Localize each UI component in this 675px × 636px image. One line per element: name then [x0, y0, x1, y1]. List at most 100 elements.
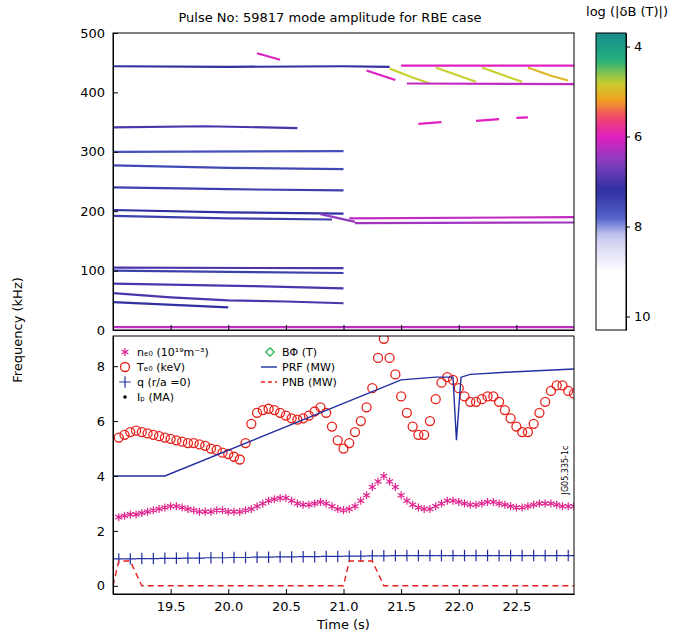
tick-label: 2: [97, 524, 105, 539]
colorbar: [596, 33, 626, 330]
data-point: [143, 429, 152, 438]
tick: 500: [80, 26, 118, 41]
data-point: [345, 439, 354, 448]
tick-label: 400: [80, 85, 105, 100]
data-point: [202, 508, 209, 516]
data-point: [259, 499, 266, 507]
mode-trace: [516, 116, 528, 119]
mode-trace: [407, 82, 574, 85]
series-line: [113, 369, 574, 476]
legend-label: q (r/a =0): [137, 376, 191, 389]
data-point: [333, 436, 342, 445]
data-point: [160, 433, 169, 442]
data-point: [264, 404, 273, 413]
data-point: [363, 491, 370, 499]
mode-trace: [113, 284, 344, 289]
tick-mark: [626, 317, 630, 318]
data-point: [385, 353, 394, 362]
data-point: [205, 552, 216, 563]
data-point: [320, 551, 331, 562]
tick-label: 4: [97, 469, 105, 484]
data-point: [254, 502, 261, 510]
data-point: [287, 414, 296, 423]
axis-line: [113, 34, 114, 331]
data-point: [231, 508, 238, 516]
data-point: [432, 502, 439, 510]
data-point: [171, 553, 182, 564]
data-point: [149, 430, 158, 439]
tick: [401, 325, 402, 330]
tick-label: 10: [634, 309, 651, 324]
axis-line: [626, 34, 627, 331]
data-point: [375, 477, 382, 485]
y-axis: 0100200300400500: [80, 26, 118, 338]
data-point: [356, 417, 365, 426]
tick-mark: [626, 227, 630, 228]
mode-trace: [113, 165, 344, 169]
legend-marker: [261, 366, 277, 367]
data-point: [136, 553, 147, 564]
legend-marker: [261, 381, 277, 382]
colorbar-title: log (|δB (T)|): [586, 4, 668, 19]
tick-mark: [228, 325, 229, 330]
data-point: [391, 370, 400, 379]
legend: nₑ₀ (10¹⁹m⁻³)Tₑ₀ (keV)q (r/a =0)Iₚ (MA)B…: [119, 346, 337, 404]
tick: [344, 325, 345, 330]
legend-item: PNB (MW): [261, 376, 337, 389]
tick: 21.0: [330, 589, 359, 614]
data-point: [194, 552, 205, 563]
tick-mark: [171, 589, 172, 594]
tick-label: 100: [80, 263, 105, 278]
tick-mark: [401, 325, 402, 330]
x-axis-title: Time (s): [316, 617, 370, 632]
data-point: [228, 552, 239, 563]
series-points: [113, 550, 574, 565]
tick: 400: [80, 85, 118, 100]
tick-label: 8: [634, 219, 642, 234]
data-point: [300, 501, 307, 509]
tick-label: 6: [97, 414, 105, 429]
tick-label: 22.5: [502, 599, 531, 614]
data-point: [369, 483, 376, 491]
tick-mark: [113, 586, 118, 587]
data-point: [309, 551, 320, 562]
legend-label: Iₚ (MA): [137, 391, 174, 404]
data-point: [263, 551, 274, 562]
data-point: [357, 497, 364, 505]
tick: [516, 325, 517, 330]
data-point: [447, 550, 458, 561]
tick-mark: [286, 325, 287, 330]
data-point: [484, 498, 491, 506]
data-point: [529, 419, 538, 428]
legend-label: PRF (MW): [282, 361, 335, 374]
legend-label: BΦ (T): [282, 346, 317, 359]
tick: 20.5: [272, 589, 301, 614]
data-point: [523, 428, 532, 437]
data-point: [126, 428, 135, 437]
data-point: [281, 411, 290, 420]
data-point: [516, 550, 527, 561]
data-point: [570, 389, 575, 398]
data-point: [339, 444, 348, 453]
tick: [459, 325, 460, 330]
legend-label: PNB (MW): [282, 376, 337, 389]
data-point: [472, 397, 481, 406]
data-point: [438, 499, 445, 507]
tick-label: 500: [80, 26, 105, 41]
data-point: [196, 508, 203, 516]
mode-trace: [113, 150, 344, 153]
data-point: [513, 504, 520, 512]
mode-trace: [482, 67, 522, 81]
mode-trace: [113, 216, 332, 220]
data-point: [378, 550, 389, 561]
data-point: [541, 397, 550, 406]
tick-mark: [171, 325, 172, 330]
mode-trace: [113, 65, 390, 68]
colorbar-axis: 46810: [626, 34, 651, 331]
data-point: [217, 552, 228, 563]
tick: 10: [626, 309, 651, 324]
data-point: [327, 422, 336, 431]
data-point: [297, 551, 308, 562]
data-point: [167, 502, 174, 510]
data-point: [535, 408, 544, 417]
